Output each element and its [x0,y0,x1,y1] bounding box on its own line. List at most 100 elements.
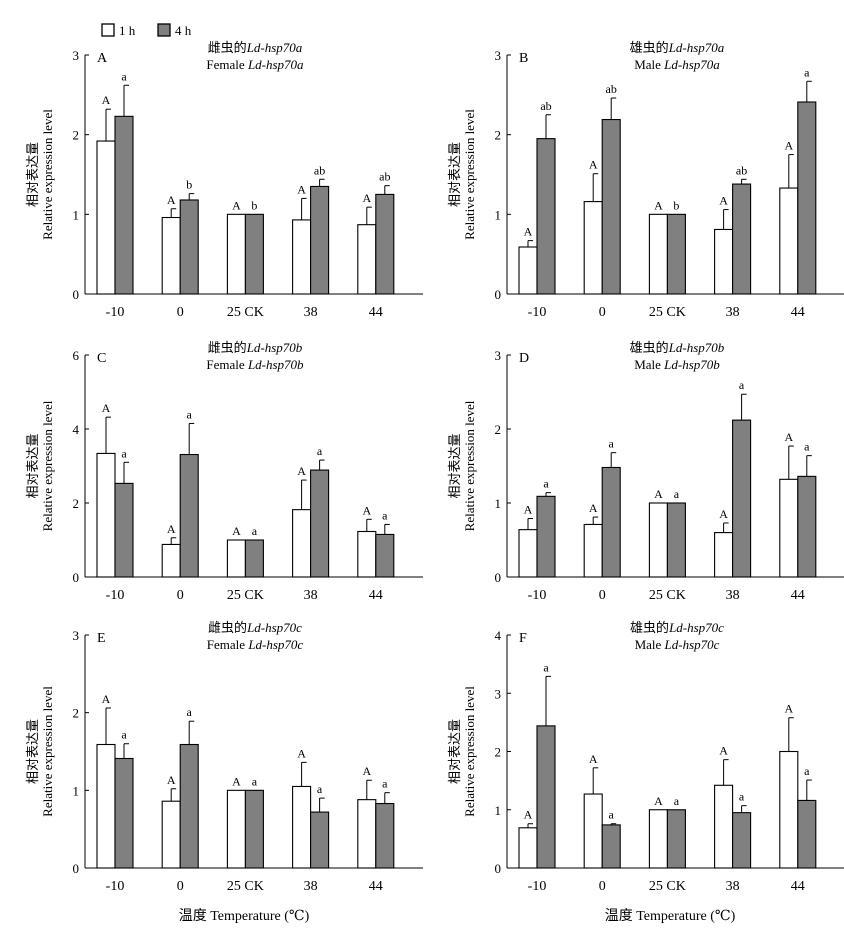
significance-label: a [382,777,388,791]
y-tick-label: 3 [495,348,502,363]
bar-1h [226,213,246,295]
significance-label: a [804,764,810,778]
x-tick-label: 25 CK [649,305,686,320]
bar-4h [536,495,556,578]
bar-1h [96,452,116,578]
xlabel-left: 温度 Temperature (℃) [179,908,310,924]
significance-label: b [673,198,679,212]
ylabel-en: Relative expression level [462,686,477,817]
ylabel-cn: 相对表达量 [25,433,40,498]
significance-label: A [654,794,663,808]
title-en: Male Ld-hsp70c [635,637,720,652]
significance-label: A [232,198,241,212]
panel-e: 0 1 2 3 相对表达量 Relative expression level E 雌虫的Ld… [25,620,423,894]
legend-swatch-4h [157,23,171,37]
y-tick-label: 4 [73,422,80,437]
title-en: Female Ld-hsp70a [206,57,304,72]
significance-label: a [674,794,680,808]
x-tick-label: 25 CK [649,879,686,894]
bar-1h [226,789,246,869]
significance-label: a [609,437,615,451]
bar-4h [179,199,199,295]
x-tick-label: 25 CK [649,588,686,603]
x-tick-label: 0 [177,305,184,320]
significance-label: a [121,728,127,742]
ylabel-en: Relative expression level [462,400,477,531]
x-tick-label: 0 [599,305,606,320]
bar-4h [310,185,330,295]
y-tick-label: 1 [495,207,502,222]
y-tick-label: 3 [73,48,80,63]
bar-1h [518,827,538,869]
bar-1h [161,800,181,869]
ylabel-cn: 相对表达量 [25,142,40,207]
x-tick-label: -10 [106,879,125,894]
bar-1h [648,809,668,869]
y-tick-label: 0 [73,861,80,876]
x-tick-label: 38 [304,588,318,603]
title-cn: 雌虫的Ld-hsp70b [208,340,303,355]
bar-4h [114,482,134,578]
bar-1h [714,228,734,295]
title-cn: 雄虫的Ld-hsp70b [630,340,725,355]
x-tick-label: -10 [528,588,547,603]
panel-c: 0 2 4 6 相对表达量 Relative expression level C 雌虫的Ld… [25,340,423,603]
ylabel-en: Relative expression level [40,400,55,531]
x-tick-label: 25 CK [227,879,264,894]
bar-1h [357,799,377,869]
bar-4h [797,101,817,295]
bar-4h [536,138,556,295]
bar-1h [96,140,116,295]
bar-4h [666,809,686,869]
panel-letter: F [519,631,527,646]
ylabel-cn: 相对表达量 [25,719,40,784]
significance-label: A [784,702,793,716]
significance-label: ab [379,170,390,184]
xlabel-right: 温度 Temperature (℃) [605,908,736,924]
significance-label: a [121,69,127,83]
panel-letter: D [519,351,529,366]
bar-1h [292,785,312,869]
title-en: Female Ld-hsp70b [206,357,304,372]
bar-4h [797,799,817,869]
x-tick-label: -10 [528,879,547,894]
x-tick-label: 38 [726,588,740,603]
bar-1h [357,530,377,578]
bar-4h [375,802,395,869]
significance-label: A [362,764,371,778]
y-tick-label: 0 [495,287,502,302]
bar-1h [357,224,377,295]
bar-1h [226,539,246,578]
panel-b: 0 1 2 3 相对表达量 Relative expression level B 雄虫的Ld… [447,40,844,320]
x-tick-label: 25 CK [227,588,264,603]
significance-label: a [739,378,745,392]
significance-label: A [102,401,111,415]
significance-label: A [297,746,306,760]
x-tick-label: 44 [791,879,805,894]
bar-4h [601,824,621,869]
significance-label: a [252,774,258,788]
significance-label: a [252,524,258,538]
bar-4h [179,743,199,869]
ylabel-cn: 相对表达量 [447,719,462,784]
bar-1h [161,543,181,578]
bar-4h [797,475,817,578]
bar-4h [601,118,621,295]
significance-label: a [382,508,388,522]
significance-label: A [589,158,598,172]
y-tick-label: 6 [73,348,80,363]
y-tick-label: 2 [73,706,80,721]
significance-label: ab [606,82,617,96]
bar-4h [244,213,264,295]
title-en: Female Ld-hsp70c [207,637,304,652]
significance-label: A [784,139,793,153]
bar-1h [714,784,734,869]
x-tick-label: -10 [528,305,547,320]
bar-4h [732,419,752,578]
bar-4h [114,757,134,869]
y-tick-label: 0 [73,570,80,585]
y-tick-label: 0 [495,570,502,585]
y-tick-label: 2 [495,745,502,760]
x-tick-label: 44 [791,305,805,320]
bar-1h [583,793,603,869]
